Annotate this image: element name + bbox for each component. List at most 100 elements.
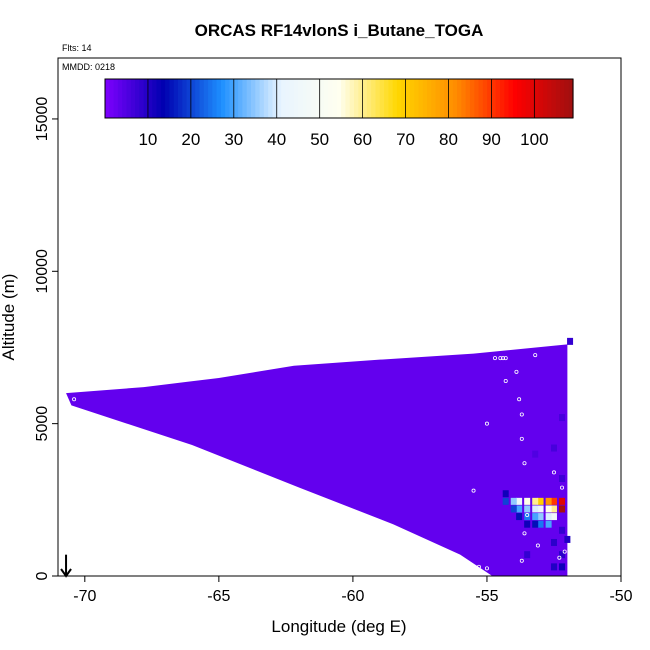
colorbar-segment bbox=[341, 79, 347, 118]
colorbar-segment bbox=[139, 79, 145, 118]
colorbar-segment bbox=[448, 79, 454, 118]
flight-track-point bbox=[484, 421, 489, 426]
colorbar-segment bbox=[143, 79, 149, 118]
colorbar-segment bbox=[105, 79, 110, 118]
colorbar-segment bbox=[113, 79, 119, 118]
flight-track-point bbox=[501, 356, 506, 361]
heatmap-cell bbox=[516, 497, 523, 505]
colorbar-segment bbox=[233, 79, 239, 118]
flight-track-point bbox=[476, 564, 481, 569]
colorbar-tick-label: 80 bbox=[439, 130, 458, 149]
heatmap-cell bbox=[545, 513, 552, 521]
colorbar-segment bbox=[349, 79, 355, 118]
colorbar-segment bbox=[302, 79, 308, 118]
colorbar-segment bbox=[431, 79, 437, 118]
colorbar-segment bbox=[293, 79, 299, 118]
heatmap-cell bbox=[564, 535, 571, 543]
flight-track-point bbox=[533, 353, 538, 358]
colorbar-segment bbox=[551, 79, 557, 118]
colorbar-segment bbox=[517, 79, 523, 118]
x-axis-label: Longitude (deg E) bbox=[271, 617, 406, 636]
flight-track-point bbox=[519, 412, 524, 417]
colorbar-segment bbox=[491, 79, 497, 118]
colorbar-segment bbox=[130, 79, 136, 118]
colorbar-segment bbox=[345, 79, 351, 118]
colorbar-segment bbox=[190, 79, 196, 118]
colorbar-segment bbox=[375, 79, 381, 118]
flight-track-point bbox=[72, 397, 77, 402]
heatmap-cell bbox=[550, 513, 557, 521]
colorbar-segment bbox=[311, 79, 316, 118]
colorbar-tick-label: 50 bbox=[310, 130, 329, 149]
colorbar-segment bbox=[195, 79, 201, 118]
colorbar-segment bbox=[405, 79, 411, 118]
colorbar-segment bbox=[457, 79, 462, 118]
colorbar-segment bbox=[268, 79, 274, 118]
colorbar-segment bbox=[319, 79, 325, 118]
flight-track-point bbox=[557, 555, 562, 560]
heatmap-cell bbox=[502, 497, 509, 505]
colorbar-segment bbox=[547, 79, 553, 118]
colorbar-segment bbox=[160, 79, 166, 118]
colorbar-segment bbox=[186, 79, 192, 118]
colorbar-segment bbox=[272, 79, 278, 118]
colorbar-segment bbox=[332, 79, 338, 118]
colorbar-segment bbox=[414, 79, 420, 118]
heatmap-cell bbox=[532, 450, 539, 458]
colorbar-tick-label: 60 bbox=[353, 130, 372, 149]
colorbar-segment bbox=[250, 79, 256, 118]
colorbar-tick-label: 10 bbox=[138, 130, 157, 149]
colorbar-segment bbox=[323, 79, 329, 118]
colorbar-segment bbox=[289, 79, 295, 118]
colorbar-segment bbox=[512, 79, 518, 118]
colorbar-segment bbox=[461, 79, 467, 118]
heatmap-cell bbox=[550, 563, 557, 571]
heatmap-cell bbox=[532, 513, 539, 521]
colorbar-segment bbox=[315, 79, 321, 118]
colorbar-segment bbox=[246, 79, 252, 118]
colorbar-segment bbox=[109, 79, 115, 118]
x-tick-label: -55 bbox=[475, 588, 498, 605]
colorbar-tick-label: 100 bbox=[520, 130, 548, 149]
colorbar-segment bbox=[521, 79, 527, 118]
colorbar-segment bbox=[422, 79, 428, 118]
colorbar-segment bbox=[409, 79, 415, 118]
heatmap-cell bbox=[524, 505, 531, 513]
colorbar-segment bbox=[530, 79, 535, 118]
colorbar: 10 20 30 40 50 60 70 80 90 100 bbox=[104, 78, 574, 149]
colorbar-segment bbox=[379, 79, 385, 118]
heatmap-cell bbox=[537, 513, 544, 521]
colorbar-segment bbox=[362, 79, 368, 118]
flight-track-point bbox=[492, 356, 497, 361]
heatmap-cell bbox=[559, 497, 566, 505]
mmdd-label: MMDD: 0218 bbox=[62, 62, 115, 72]
colorbar-frame bbox=[104, 78, 574, 119]
flight-track-point bbox=[551, 470, 556, 475]
colorbar-segment bbox=[487, 79, 493, 118]
heatmap-cell bbox=[550, 505, 557, 513]
colorbar-segment bbox=[225, 79, 231, 118]
colorbar-segment bbox=[199, 79, 205, 118]
colorbar-segment bbox=[538, 79, 544, 118]
colorbar-segment bbox=[173, 79, 179, 118]
heatmap-cell bbox=[545, 520, 552, 528]
x-tick-label: -70 bbox=[73, 588, 96, 605]
heatmap-cell bbox=[532, 497, 539, 505]
flight-track-point bbox=[503, 378, 508, 383]
heatmap-cell bbox=[550, 444, 557, 452]
flight-track-point bbox=[522, 461, 527, 466]
heatmap-cell bbox=[567, 337, 574, 345]
heatmap-cell bbox=[537, 505, 544, 513]
colorbar-segment bbox=[534, 79, 540, 118]
flight-track-point bbox=[560, 485, 565, 490]
heatmap-cell bbox=[559, 505, 566, 513]
colorbar-segment bbox=[435, 79, 441, 118]
colorbar-segment bbox=[182, 79, 188, 118]
colorbar-tick-label: 90 bbox=[482, 130, 501, 149]
colorbar-tick-label: 40 bbox=[267, 130, 286, 149]
colorbar-tick-label: 30 bbox=[224, 130, 243, 149]
colorbar-segment bbox=[281, 79, 286, 118]
heatmap-cell bbox=[502, 490, 509, 498]
y-tick-label: 15000 bbox=[34, 97, 51, 142]
